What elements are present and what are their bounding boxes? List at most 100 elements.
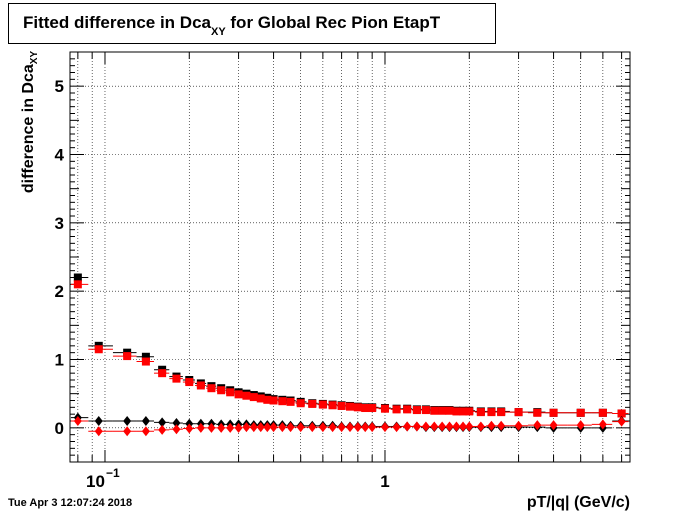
data-point-diamond <box>368 422 377 433</box>
data-point-square <box>141 357 150 366</box>
data-point-square <box>141 352 150 361</box>
data-point-diamond <box>353 422 362 433</box>
x-tick-label: 10 <box>86 472 105 491</box>
y-tick-label: 5 <box>55 77 64 96</box>
data-point-square <box>576 408 585 417</box>
x-tick-label-exponent: −1 <box>106 466 120 480</box>
data-point-square <box>286 397 295 406</box>
chart-title: Fitted difference in DcaXY for Global Re… <box>8 3 496 44</box>
data-point-diamond <box>421 421 430 432</box>
data-point-diamond <box>263 422 272 433</box>
data-point-square <box>73 273 82 282</box>
data-point-diamond <box>598 419 607 430</box>
data-point-square <box>346 402 354 411</box>
data-point-square <box>445 406 454 415</box>
data-point-square <box>207 384 216 393</box>
data-point-square <box>242 391 251 400</box>
data-point-diamond <box>392 422 401 433</box>
axis-tick-labels: 0 1 2 3 4 5 10 −1 1 <box>55 77 390 491</box>
data-point-diamond <box>318 422 327 433</box>
data-point-diamond <box>337 422 346 433</box>
data-point-square <box>308 399 317 408</box>
data-point-square <box>123 352 132 361</box>
data-point-square <box>598 408 607 417</box>
data-point-diamond <box>576 420 585 431</box>
data-point-diamond <box>196 422 205 433</box>
data-point-square <box>94 345 103 354</box>
data-point-diamond <box>94 416 103 426</box>
data-point-diamond <box>217 422 226 433</box>
data-point-diamond <box>185 423 194 434</box>
data-point-square <box>318 400 327 409</box>
data-point-square <box>73 280 82 289</box>
data-point-square <box>465 407 474 416</box>
data-point-square <box>217 386 226 395</box>
data-point-square <box>514 408 523 417</box>
data-point-diamond <box>403 421 412 432</box>
data-point-square <box>497 408 506 417</box>
data-point-square <box>452 407 461 416</box>
data-point-diamond <box>226 422 235 433</box>
data-point-diamond <box>242 422 251 433</box>
data-point-square <box>263 395 272 404</box>
data-point-square <box>487 408 496 417</box>
data-point-diamond <box>234 422 243 433</box>
title-subscript: XY <box>210 26 226 39</box>
data-point-diamond <box>328 422 337 433</box>
data-point-diamond <box>452 421 461 432</box>
y-tick-label: 4 <box>55 146 65 165</box>
y-tick-label: 3 <box>55 214 64 233</box>
data-point-square <box>353 403 362 412</box>
series-0 <box>70 273 629 418</box>
data-point-diamond <box>533 420 542 431</box>
data-point-square <box>196 381 205 390</box>
data-point-diamond <box>430 421 439 432</box>
series-layer <box>70 273 629 437</box>
data-point-diamond <box>123 416 132 426</box>
data-point-diamond <box>459 421 468 432</box>
data-point-diamond <box>172 418 181 429</box>
data-point-square <box>380 404 389 413</box>
data-point-diamond <box>256 422 265 433</box>
data-point-square <box>337 401 346 410</box>
data-point-square <box>421 406 430 415</box>
data-point-diamond <box>465 421 474 432</box>
data-point-diamond <box>207 422 216 433</box>
data-point-diamond <box>380 422 389 433</box>
data-point-diamond <box>123 426 132 437</box>
data-point-square <box>158 369 167 378</box>
data-point-square <box>459 407 468 416</box>
data-point-square <box>269 396 278 405</box>
data-point-diamond <box>141 416 150 426</box>
x-tick-label: 1 <box>380 472 389 491</box>
data-point-square <box>226 388 235 397</box>
data-point-diamond <box>296 422 305 433</box>
timestamp: Tue Apr 3 12:07:24 2018 <box>8 497 133 509</box>
data-point-diamond <box>476 421 485 432</box>
grid-lines <box>70 52 630 462</box>
data-point-square <box>476 408 485 417</box>
data-point-square <box>430 406 439 415</box>
data-point-diamond <box>278 422 287 433</box>
data-point-diamond <box>141 426 150 437</box>
data-point-diamond <box>497 420 506 431</box>
data-point-diamond <box>487 420 496 431</box>
data-point-square <box>249 393 258 402</box>
data-point-diamond <box>172 424 181 435</box>
data-point-square <box>256 394 265 403</box>
data-point-diamond <box>73 416 82 426</box>
y-tick-label: 1 <box>55 351 64 370</box>
data-point-diamond <box>617 416 626 427</box>
title-suffix: for Global Rec Pion EtapT <box>225 13 441 32</box>
data-point-square <box>438 406 447 415</box>
data-point-square <box>549 408 558 417</box>
data-point-square <box>296 399 305 408</box>
data-point-diamond <box>361 422 370 433</box>
data-point-diamond <box>158 417 167 428</box>
data-point-square <box>185 378 194 387</box>
title-prefix: Fitted difference in Dca <box>23 13 211 32</box>
data-point-square <box>617 409 626 418</box>
data-point-square <box>361 404 370 413</box>
series-1 <box>70 280 629 418</box>
